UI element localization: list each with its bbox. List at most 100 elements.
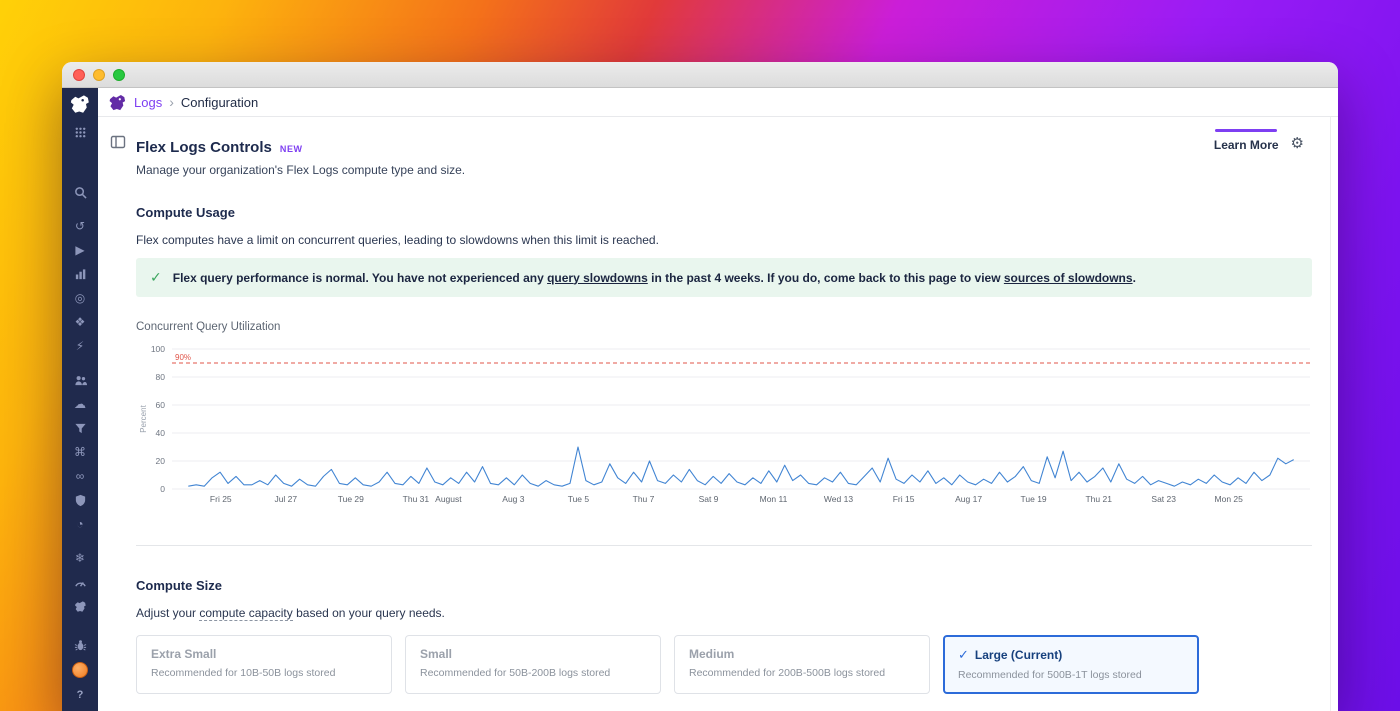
logs-product-icon[interactable] <box>72 598 88 614</box>
debug-icon[interactable] <box>72 637 88 653</box>
svg-text:Tue 5: Tue 5 <box>568 494 590 504</box>
size-card-subtitle: Recommended for 200B-500B logs stored <box>689 667 886 679</box>
watchdog-icon[interactable]: ↺ <box>74 219 86 233</box>
apps-grid-icon[interactable] <box>72 124 88 140</box>
compute-capacity-term[interactable]: compute capacity <box>199 606 293 621</box>
compute-usage-heading: Compute Usage <box>136 205 235 220</box>
integrations-icon[interactable]: ❖ <box>74 315 86 329</box>
compute-size-card-small[interactable]: Small Recommended for 50B-200B logs store… <box>405 635 661 694</box>
compute-usage-description: Flex computes have a limit on concurrent… <box>136 233 659 247</box>
infrastructure-icon[interactable] <box>72 266 88 282</box>
svg-text:Fri 15: Fri 15 <box>893 494 915 504</box>
rum-icon[interactable] <box>72 372 88 388</box>
svg-text:Tue 19: Tue 19 <box>1021 494 1047 504</box>
svg-text:Thu 21: Thu 21 <box>1085 494 1112 504</box>
search-icon[interactable] <box>72 184 88 200</box>
svg-text:40: 40 <box>156 428 166 438</box>
size-card-title: Extra Small <box>151 647 217 661</box>
page-subtitle: Manage your organization's Flex Logs com… <box>136 163 466 177</box>
service-map-icon[interactable]: ∞ <box>75 469 85 483</box>
check-icon: ✓ <box>150 269 162 285</box>
banner-text-middle: in the past 4 weeks. If you do, come bac… <box>647 270 1004 285</box>
zoom-button[interactable] <box>113 68 125 81</box>
help-icon[interactable]: ? <box>76 688 84 701</box>
page-title: Flex Logs Controls <box>136 139 272 156</box>
svg-text:Thu 7: Thu 7 <box>633 494 655 504</box>
svg-text:Jul 27: Jul 27 <box>274 494 297 504</box>
organization-settings-icon[interactable]: ❄ <box>74 551 86 565</box>
compute-size-card-large-current[interactable]: ✓ Large (Current) Recommended for 500B-1T … <box>943 635 1199 694</box>
chart-title: Concurrent Query Utilization <box>136 321 281 333</box>
apm-icon[interactable]: ▶ <box>75 243 85 257</box>
compute-size-card-medium[interactable]: Medium Recommended for 200B-500B logs sto… <box>674 635 930 694</box>
size-card-subtitle: Recommended for 50B-200B logs stored <box>420 667 611 679</box>
svg-text:Mon 11: Mon 11 <box>760 494 788 504</box>
monitors-icon[interactable]: ◎ <box>74 291 86 305</box>
size-card-title: Medium <box>689 647 735 661</box>
svg-text:0: 0 <box>160 484 165 494</box>
scrollbar-gutter[interactable] <box>1330 117 1338 711</box>
learn-more-link[interactable]: Learn More <box>1214 129 1279 152</box>
size-card-title: Large (Current) <box>974 648 1063 662</box>
svg-text:Tue 29: Tue 29 <box>338 494 364 504</box>
svg-text:90%: 90% <box>175 353 191 362</box>
query-slowdowns-link[interactable]: query slowdowns <box>547 270 648 285</box>
size-desc-suffix: based on your query needs. <box>292 606 445 620</box>
close-button[interactable] <box>73 68 85 81</box>
learn-more-accent-bar <box>1215 129 1278 132</box>
svg-text:Sat 9: Sat 9 <box>699 494 719 504</box>
svg-text:Aug 3: Aug 3 <box>502 494 524 504</box>
svg-text:80: 80 <box>156 372 166 382</box>
datadog-logo-icon[interactable] <box>69 93 91 115</box>
logs-product-logo-icon <box>108 93 127 112</box>
section-divider <box>136 545 1312 546</box>
svg-text:Fri 25: Fri 25 <box>210 494 232 504</box>
banner-text-prefix: Flex query performance is normal. You ha… <box>172 270 548 285</box>
minimize-button[interactable] <box>93 68 105 81</box>
ci-cd-icon[interactable]: ⌘ <box>74 445 86 459</box>
compute-size-heading: Compute Size <box>136 578 222 593</box>
svg-text:Sat 23: Sat 23 <box>1151 494 1176 504</box>
compute-size-card-extra-small[interactable]: Extra Small Recommended for 10B-50B logs … <box>136 635 392 694</box>
new-badge: NEW <box>279 143 303 154</box>
compute-size-description: Adjust your compute capacity based on yo… <box>136 606 1312 621</box>
status-banner-text: Flex query performance is normal. You ha… <box>173 271 1136 285</box>
main-content: Flex Logs Controls NEW Manage your organ… <box>98 117 1338 711</box>
svg-text:20: 20 <box>156 456 166 466</box>
svg-text:Aug 17: Aug 17 <box>955 494 982 504</box>
breadcrumb-current-page: Configuration <box>180 94 259 110</box>
utilization-chart[interactable]: 0 20 40 60 80 100 90% Fri 25 Jul 27 Tue 29 Thu 31 A… <box>136 339 1312 511</box>
events-icon[interactable]: ⚡ <box>75 339 85 353</box>
svg-text:Percent: Percent <box>139 404 148 432</box>
size-desc-prefix: Adjust your <box>136 606 200 620</box>
svg-text:Thu 31: Thu 31 <box>403 494 430 504</box>
user-avatar-icon[interactable] <box>72 662 88 678</box>
compute-size-options: Extra Small Recommended for 10B-50B logs … <box>136 635 1312 694</box>
svg-text:100: 100 <box>151 344 165 354</box>
svg-text:Mon 25: Mon 25 <box>1215 494 1244 504</box>
learn-more-label: Learn More <box>1213 138 1279 152</box>
left-nav-rail: ↺ ▶ ◎ ❖ ⚡ ☁ ⌘ ∞ ◔ ❄? <box>62 88 98 711</box>
banner-text-suffix: . <box>1132 270 1136 285</box>
log-pipelines-icon[interactable] <box>72 420 88 436</box>
breadcrumb: Logs › Configuration <box>98 88 1338 117</box>
breadcrumb-separator: › <box>169 94 174 110</box>
cloud-security-icon[interactable]: ☁ <box>74 397 86 411</box>
selected-check-icon: ✓ <box>958 647 969 662</box>
status-banner: ✓ Flex query performance is normal. You … <box>136 258 1312 297</box>
app-window: ↺ ▶ ◎ ❖ ⚡ ☁ ⌘ ∞ ◔ ❄? Logs › Configuration Flex Lo… <box>62 62 1338 711</box>
panel-collapse-icon[interactable] <box>110 134 126 150</box>
svg-text:August: August <box>435 494 462 504</box>
size-card-title: Small <box>420 647 453 661</box>
size-card-subtitle: Recommended for 10B-50B logs stored <box>151 667 336 679</box>
app-security-icon[interactable] <box>72 492 88 508</box>
utilization-line-chart-svg: 0 20 40 60 80 100 90% Fri 25 Jul 27 Tue 29 Thu 31 A… <box>139 344 1310 504</box>
profiling-icon[interactable] <box>72 574 88 590</box>
svg-text:Wed 13: Wed 13 <box>824 494 853 504</box>
settings-gear-icon[interactable]: ⚙ <box>1290 135 1304 152</box>
sources-of-slowdowns-link[interactable]: sources of slowdowns <box>1003 270 1133 285</box>
metrics-icon[interactable]: ◔ <box>76 517 84 531</box>
window-titlebar <box>62 62 1338 88</box>
size-card-subtitle: Recommended for 500B-1T logs stored <box>958 669 1142 681</box>
breadcrumb-logs-link[interactable]: Logs <box>134 94 163 110</box>
